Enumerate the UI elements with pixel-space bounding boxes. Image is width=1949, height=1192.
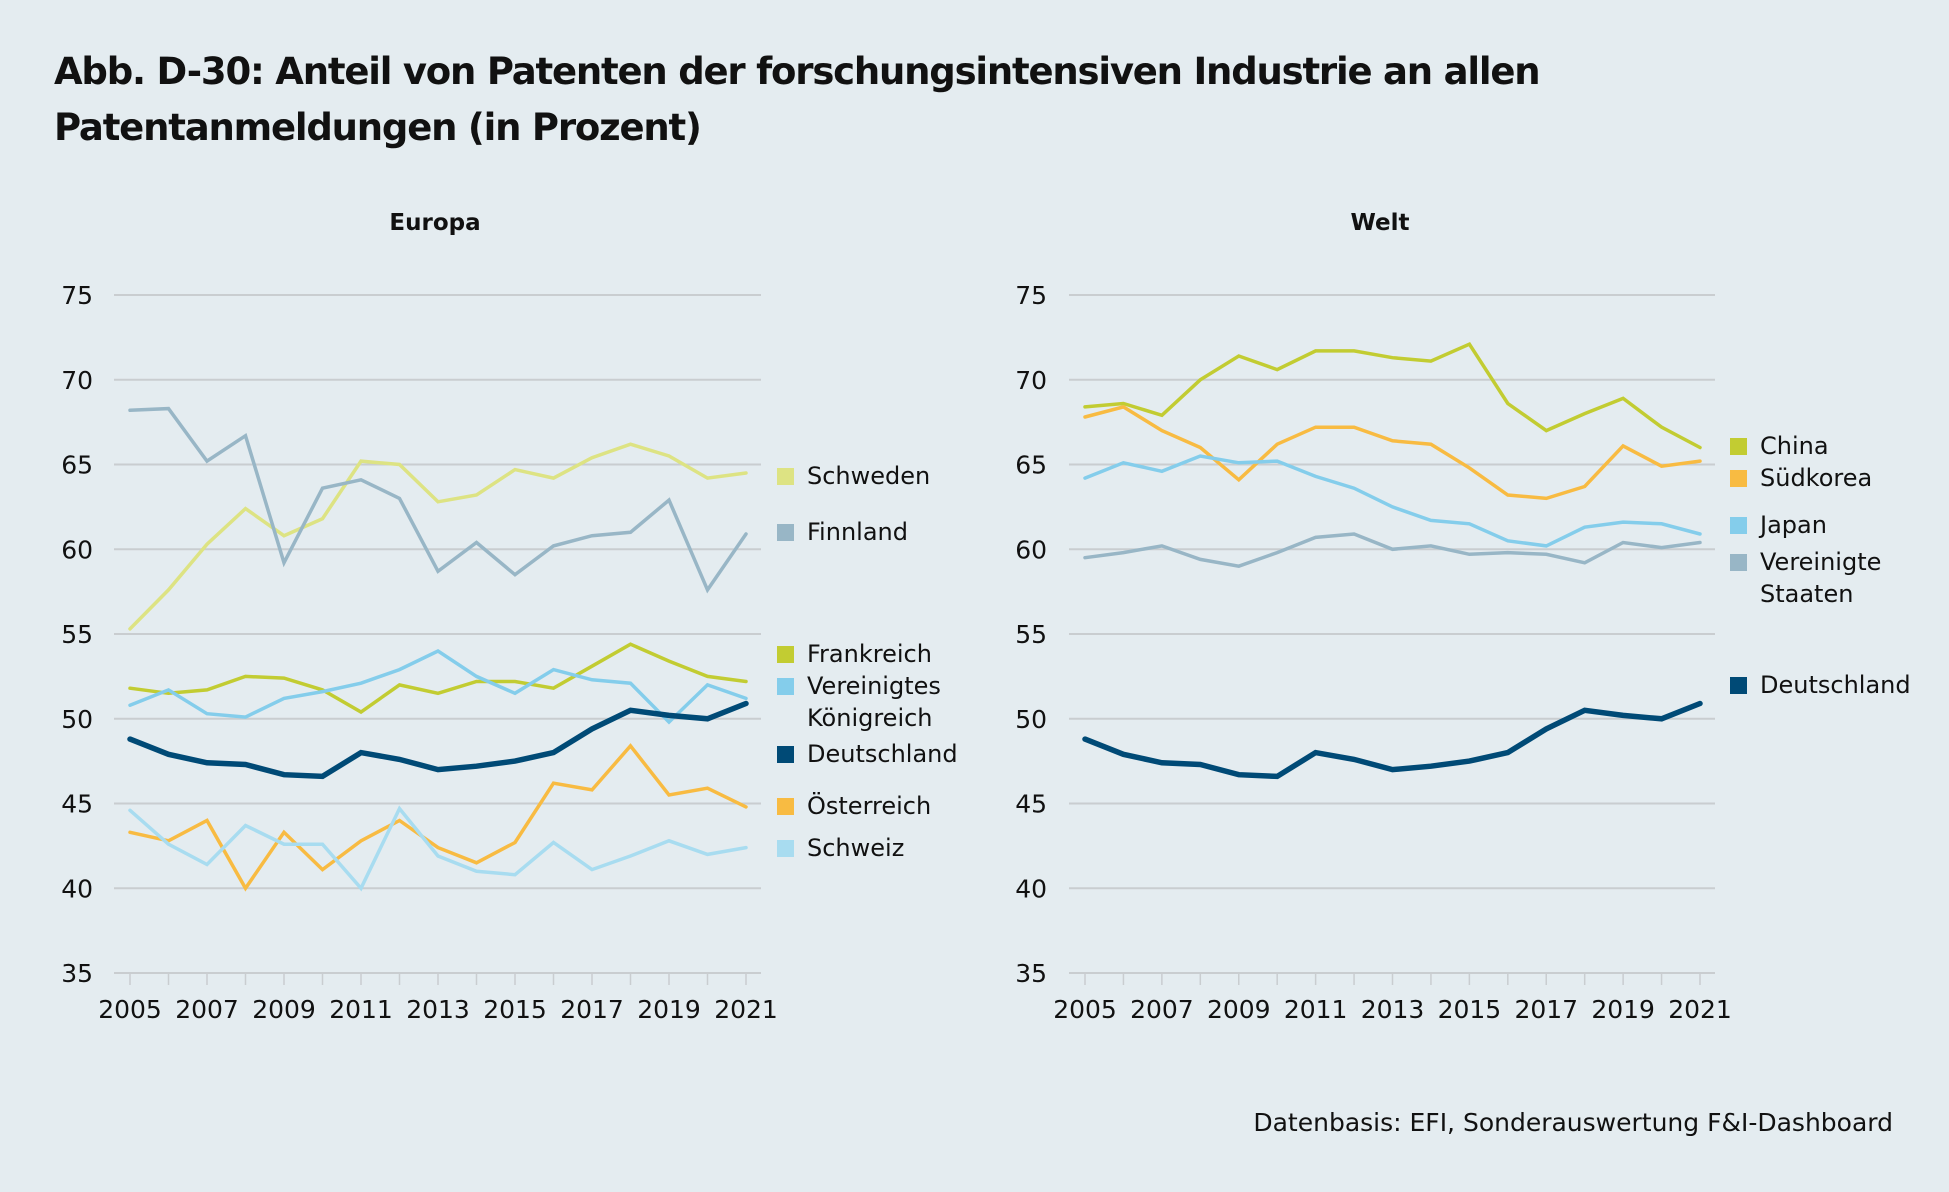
legend-label: Japan	[1760, 511, 1827, 539]
europa-series-line-österreich	[128, 743, 748, 892]
welt-x-tick-label: 2007	[1130, 995, 1194, 1024]
legend-swatch	[1730, 677, 1747, 694]
welt-x-tick-label: 2019	[1591, 995, 1655, 1024]
welt-x-tick-label: 2015	[1438, 995, 1502, 1024]
legend-swatch	[1730, 517, 1747, 534]
welt-x-tick-label: 2013	[1361, 995, 1425, 1024]
welt-y-tick-label: 35	[1015, 959, 1047, 988]
legend-swatch	[777, 840, 794, 857]
europa-chart-title: Europa	[389, 210, 481, 236]
welt-series-line-deutschland	[1082, 700, 1703, 780]
europa-x-tick-label: 2015	[483, 995, 547, 1024]
welt-y-tick-label: 65	[1015, 451, 1047, 480]
legend-swatch	[777, 678, 794, 695]
legend-swatch	[1730, 470, 1747, 487]
europa-y-tick-label: 40	[61, 874, 93, 903]
europa-x-tick-label: 2021	[714, 995, 778, 1024]
europa-series-line-schweden	[128, 442, 748, 631]
legend-label: Frankreich	[807, 640, 932, 668]
europa-y-tick-label: 75	[61, 281, 93, 310]
europa-series-line-deutschland	[127, 700, 749, 780]
welt-y-tick-label: 40	[1015, 874, 1047, 903]
welt-chart-title: Welt	[1350, 210, 1410, 236]
welt-y-tick-label: 60	[1015, 535, 1047, 564]
legend-swatch	[777, 746, 794, 763]
legend-swatch	[777, 798, 794, 815]
legend-label: Deutschland	[1760, 671, 1911, 699]
welt-x-tick-label: 2005	[1053, 995, 1117, 1024]
legend-label: Vereinigtes Königreich	[807, 672, 941, 732]
welt-y-tick-label: 55	[1015, 620, 1047, 649]
legend-label: Schweiz	[807, 834, 905, 862]
europa-x-tick-label: 2007	[175, 995, 239, 1024]
europa-y-tick-label: 65	[61, 451, 93, 480]
legend-label: Schweden	[807, 462, 931, 490]
welt-series-line-japan	[1083, 454, 1702, 548]
welt-series-line-vereinigte-staaten	[1083, 532, 1702, 569]
welt-series-line-südkorea	[1083, 405, 1702, 501]
legend-label: Vereinigte Staaten	[1760, 548, 1882, 608]
europa-x-tick-label: 2009	[252, 995, 316, 1024]
legend-label: Deutschland	[807, 740, 958, 768]
europa-series-line-finnland	[128, 406, 748, 594]
europa-series-line-frankreich	[128, 642, 748, 715]
welt-series-line-china	[1083, 341, 1702, 450]
welt-y-tick-label: 45	[1015, 790, 1047, 819]
europa-x-tick-label: 2013	[406, 995, 470, 1024]
welt-y-tick-label: 70	[1015, 366, 1047, 395]
welt-x-tick-label: 2009	[1207, 995, 1271, 1024]
legend-label: Österreich	[807, 792, 932, 820]
legend-swatch	[1730, 554, 1747, 571]
legend-swatch	[777, 646, 794, 663]
welt-x-tick-label: 2017	[1514, 995, 1578, 1024]
legend-swatch	[777, 468, 794, 485]
europa-y-tick-label: 55	[61, 620, 93, 649]
europa-x-tick-label: 2019	[637, 995, 701, 1024]
europa-y-tick-label: 50	[61, 705, 93, 734]
welt-y-tick-label: 50	[1015, 705, 1047, 734]
legend-swatch	[777, 524, 794, 541]
welt-x-tick-label: 2021	[1668, 995, 1732, 1024]
source-note: Datenbasis: EFI, Sonderauswertung F&I-Da…	[1253, 1108, 1893, 1137]
europa-x-tick-label: 2017	[560, 995, 624, 1024]
legend-swatch	[1730, 438, 1747, 455]
europa-y-tick-label: 60	[61, 535, 93, 564]
europa-x-tick-label: 2011	[329, 995, 393, 1024]
europa-y-tick-label: 70	[61, 366, 93, 395]
europa-y-tick-label: 35	[61, 959, 93, 988]
legend-label: China	[1760, 432, 1829, 460]
europa-series-line-vereinigtes-königreich	[128, 648, 748, 725]
legend-label: Südkorea	[1760, 464, 1873, 492]
europa-x-tick-label: 2005	[98, 995, 162, 1024]
legend-label: Finnland	[807, 518, 908, 546]
europa-y-tick-label: 45	[61, 790, 93, 819]
welt-y-tick-label: 75	[1015, 281, 1047, 310]
welt-x-tick-label: 2011	[1284, 995, 1348, 1024]
europa-series-line-schweiz	[128, 805, 748, 892]
figure-title: Abb. D-30: Anteil von Patenten der forsc…	[54, 50, 1541, 149]
